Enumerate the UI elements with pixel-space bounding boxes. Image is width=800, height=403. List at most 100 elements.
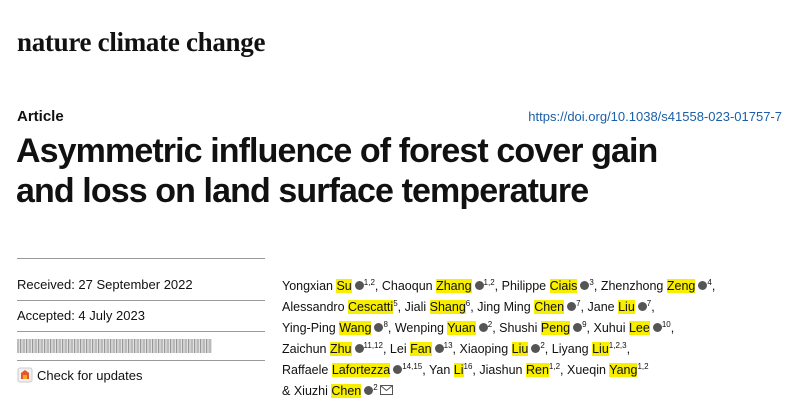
orcid-icon xyxy=(393,365,403,374)
journal-name: nature climate change xyxy=(17,27,266,57)
separator: , xyxy=(670,321,675,335)
separator: , xyxy=(472,363,476,377)
separator: , xyxy=(397,300,402,314)
given-name: Zhenzhong xyxy=(600,279,664,293)
author-line: Yongxian Su 1,2, Chaoqun Zhang 1,2, Philip… xyxy=(282,276,715,297)
surname: Zhang xyxy=(436,279,472,293)
given-name: Xiuzhi xyxy=(293,384,328,398)
separator: , xyxy=(470,300,474,314)
separator: , xyxy=(544,342,549,356)
affiliation: 3 xyxy=(589,277,594,287)
separator: , xyxy=(651,300,655,314)
check-updates-label[interactable]: Check for updates xyxy=(37,367,143,383)
surname: Liu xyxy=(511,342,529,356)
affiliation: 11,12 xyxy=(363,340,383,350)
rule xyxy=(17,331,265,332)
separator: , xyxy=(387,321,392,335)
separator: , xyxy=(580,300,585,314)
email-icon[interactable] xyxy=(379,385,393,395)
given-name: Raffaele xyxy=(282,363,329,377)
check-updates-icon xyxy=(17,367,33,383)
orcid-icon xyxy=(354,344,364,353)
given-name: Xiaoping xyxy=(459,342,509,356)
given-name: Zaichun xyxy=(282,342,327,356)
given-name: Lei xyxy=(389,342,407,356)
given-name: Jiali xyxy=(404,300,427,314)
redacted-block xyxy=(17,339,212,353)
surname: Li xyxy=(453,363,464,377)
surname: Yuan xyxy=(447,321,476,335)
given-name: Jiashun xyxy=(479,363,523,377)
rule xyxy=(17,258,265,259)
orcid-icon xyxy=(698,281,708,290)
orcid-icon xyxy=(434,344,444,353)
author-line: & Xiuzhi Chen 2 xyxy=(282,381,715,402)
surname: Wang xyxy=(339,321,372,335)
separator: , xyxy=(382,342,387,356)
affiliation: 5 xyxy=(393,298,398,308)
given-name: Jing Ming xyxy=(477,300,531,314)
surname: Zeng xyxy=(666,279,696,293)
conjunction: & xyxy=(282,384,291,398)
rule xyxy=(17,360,265,361)
surname: Lafortezza xyxy=(331,363,391,377)
orcid-icon xyxy=(474,281,484,290)
surname: Yang xyxy=(609,363,638,377)
affiliation: 1,2 xyxy=(483,277,495,287)
accepted-date: Accepted: 4 July 2023 xyxy=(17,308,145,323)
given-name: Xuhui xyxy=(593,321,626,335)
author-line: Alessandro Cescatti5, Jiali Shang6, Jing… xyxy=(282,297,715,318)
affiliation: 7 xyxy=(576,298,581,308)
author-line: Raffaele Lafortezza 14,15, Yan Li16, Jias… xyxy=(282,360,715,381)
affiliation: 16 xyxy=(463,361,473,371)
surname: Lee xyxy=(628,321,650,335)
given-name: Alessandro xyxy=(282,300,345,314)
given-name: Xueqin xyxy=(567,363,606,377)
affiliation: 13 xyxy=(443,340,453,350)
author-list: Yongxian Su 1,2, Chaoqun Zhang 1,2, Philip… xyxy=(282,276,715,402)
separator: , xyxy=(452,342,457,356)
surname: Peng xyxy=(540,321,571,335)
given-name: Wenping xyxy=(394,321,444,335)
affiliation: 4 xyxy=(707,277,712,287)
check-updates[interactable]: Check for updates xyxy=(17,367,143,383)
surname: Ren xyxy=(525,363,549,377)
author-line: Ying-Ping Wang 8, Wenping Yuan 2, Shushi P… xyxy=(282,318,715,339)
surname: Chen xyxy=(534,300,565,314)
doi-link[interactable]: https://doi.org/10.1038/s41558-023-01757… xyxy=(528,109,782,124)
orcid-icon xyxy=(354,281,364,290)
surname: Cescatti xyxy=(348,300,394,314)
surname: Chen xyxy=(331,384,362,398)
separator: , xyxy=(374,279,379,293)
separator: , xyxy=(494,279,499,293)
separator: , xyxy=(711,279,716,293)
affiliation: 7 xyxy=(646,298,652,308)
affiliation: 2 xyxy=(540,340,545,350)
separator: , xyxy=(560,363,564,377)
separator: , xyxy=(492,321,496,335)
given-name: Ying-Ping xyxy=(282,321,336,335)
affiliation: 8 xyxy=(383,319,388,329)
author-line: Zaichun Zhu 11,12, Lei Fan 13, Xiaoping Li… xyxy=(282,339,715,360)
affiliation: 1,2,3 xyxy=(608,340,627,350)
surname: Ciais xyxy=(549,279,578,293)
affiliation: 2 xyxy=(373,382,378,392)
orcid-icon xyxy=(374,323,384,332)
surname: Fan xyxy=(410,342,432,356)
rule xyxy=(17,300,265,301)
separator: , xyxy=(593,279,598,293)
title-line: Asymmetric influence of forest cover gai… xyxy=(16,132,658,170)
affiliation: 1,2 xyxy=(548,361,561,371)
orcid-icon xyxy=(478,323,488,332)
article-type: Article xyxy=(17,108,64,125)
separator: , xyxy=(626,342,631,356)
affiliation: 10 xyxy=(661,319,671,329)
given-name: Liyang xyxy=(551,342,589,356)
given-name: Philippe xyxy=(501,279,547,293)
given-name: Yongxian xyxy=(282,279,333,293)
affiliation: 6 xyxy=(465,298,471,308)
surname: Su xyxy=(336,279,352,293)
affiliation: 1,2 xyxy=(363,277,375,287)
affiliation: 2 xyxy=(487,319,493,329)
